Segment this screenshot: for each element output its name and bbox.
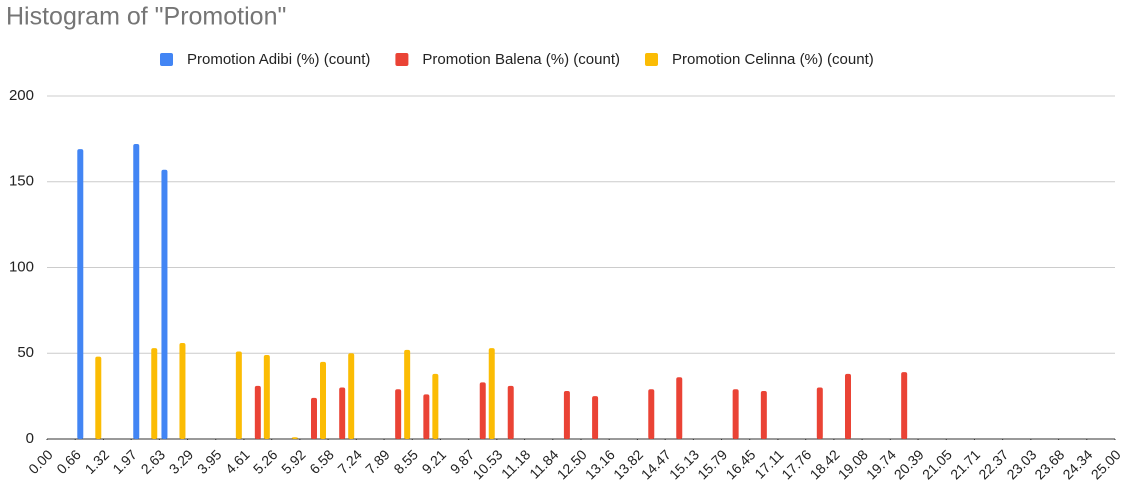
bar — [254, 385, 261, 439]
bar — [179, 342, 186, 439]
x-tick-label: 21.71 — [947, 446, 983, 482]
bar — [395, 389, 402, 439]
x-tick-label: 16.45 — [722, 446, 758, 482]
y-tick-label: 150 — [9, 173, 34, 190]
y-tick-label: 0 — [26, 430, 34, 447]
x-tick-label: 25.00 — [1088, 446, 1124, 482]
x-tick-label: 9.21 — [419, 446, 450, 477]
x-tick-label: 11.18 — [498, 446, 534, 482]
bar — [235, 351, 242, 439]
x-tick-label: 0.66 — [53, 446, 84, 477]
legend-swatch — [160, 53, 173, 66]
legend-label: Promotion Adibi (%) (count) — [187, 51, 370, 68]
x-tick-label: 13.82 — [610, 446, 646, 482]
bar — [760, 390, 767, 439]
y-tick-label: 100 — [9, 258, 34, 275]
legend-label: Promotion Balena (%) (count) — [422, 51, 620, 68]
x-tick-label: 0.00 — [25, 446, 56, 477]
bar — [404, 349, 411, 439]
x-tick-label: 23.03 — [1003, 446, 1039, 482]
legend-label: Promotion Celinna (%) (count) — [672, 51, 874, 68]
x-tick-label: 5.26 — [250, 446, 281, 477]
x-tick-label: 4.61 — [222, 446, 253, 477]
x-tick-label: 10.53 — [469, 446, 505, 482]
bar — [311, 397, 317, 439]
y-tick-label: 200 — [9, 87, 34, 104]
x-tick-label: 18.42 — [807, 446, 843, 482]
bar — [901, 372, 908, 439]
legend-swatch — [645, 53, 658, 66]
bar — [507, 385, 514, 439]
x-tick-label: 7.89 — [362, 446, 393, 477]
bar — [161, 169, 168, 439]
x-tick-label: 3.29 — [166, 446, 197, 477]
bar — [320, 361, 326, 439]
x-tick-label: 5.92 — [278, 446, 309, 477]
x-tick-label: 23.68 — [1031, 446, 1067, 482]
bar — [151, 348, 158, 439]
bar — [676, 377, 683, 439]
bar — [648, 389, 655, 439]
x-tick-label: 21.05 — [919, 446, 955, 482]
bar — [339, 387, 346, 439]
chart-title: Histogram of "Promotion" — [6, 3, 286, 31]
bar — [77, 149, 84, 440]
x-tick-label: 19.08 — [835, 446, 871, 482]
bar — [479, 382, 486, 439]
x-tick-label: 14.47 — [638, 446, 674, 482]
x-tick-label: 13.16 — [582, 446, 618, 482]
bar — [592, 396, 599, 439]
bar — [432, 373, 439, 439]
bar — [263, 354, 270, 439]
x-tick-label: 17.11 — [751, 446, 787, 482]
x-tick-label: 19.74 — [863, 446, 899, 482]
bar — [816, 387, 823, 439]
x-tick-label: 15.13 — [666, 446, 702, 482]
bar — [563, 390, 570, 439]
bar — [423, 394, 430, 439]
bar — [348, 353, 355, 439]
x-tick-label: 1.97 — [109, 446, 140, 477]
bar — [845, 373, 851, 439]
x-tick-label: 7.24 — [334, 446, 365, 477]
legend-swatch — [395, 53, 409, 66]
bar — [95, 356, 102, 439]
x-tick-label: 20.39 — [891, 446, 927, 482]
x-tick-label: 22.37 — [975, 446, 1011, 482]
x-tick-label: 11.84 — [526, 446, 562, 482]
y-tick-label: 50 — [17, 344, 34, 361]
x-tick-label: 2.63 — [138, 446, 169, 477]
bar — [291, 437, 298, 439]
x-tick-label: 6.58 — [306, 446, 337, 477]
bar — [133, 144, 140, 439]
x-tick-label: 15.79 — [694, 446, 730, 482]
x-tick-label: 17.76 — [778, 446, 814, 482]
x-tick-label: 24.34 — [1059, 446, 1095, 482]
x-tick-label: 3.95 — [194, 446, 225, 477]
x-tick-label: 8.55 — [390, 446, 421, 477]
x-tick-label: 12.50 — [554, 446, 590, 482]
x-tick-label: 1.32 — [82, 446, 113, 477]
bar — [488, 348, 495, 439]
bar — [732, 389, 739, 439]
